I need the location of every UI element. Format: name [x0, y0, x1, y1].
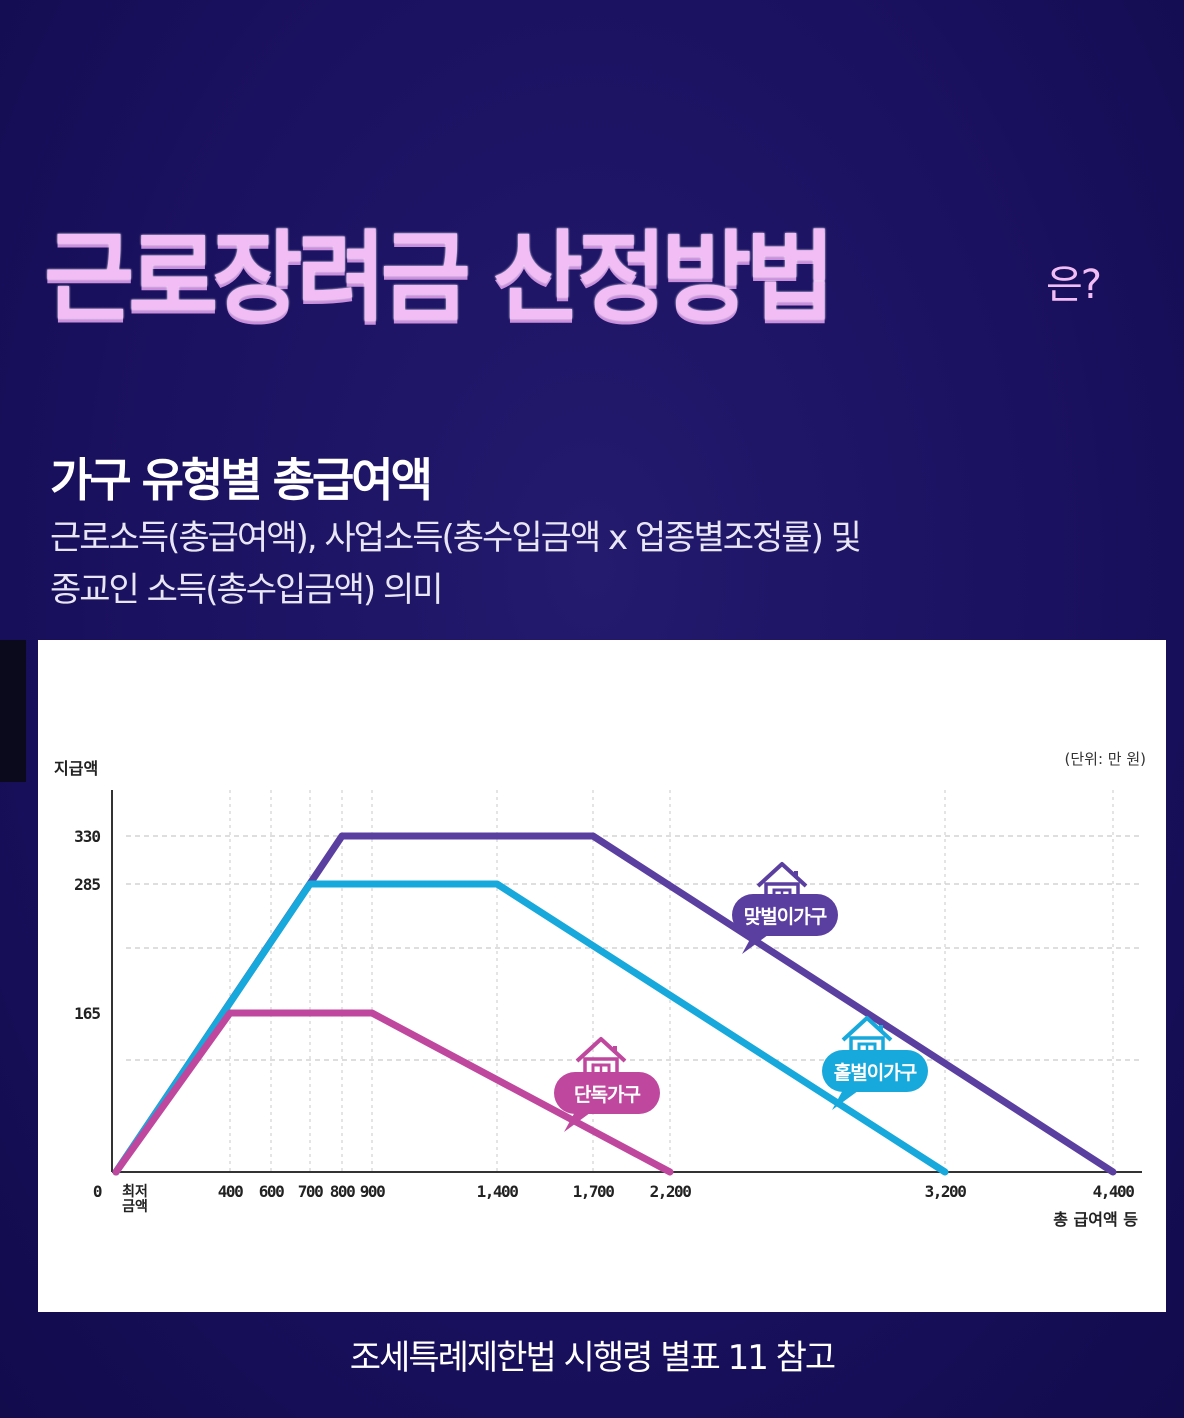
y-tick-label: 285: [74, 875, 100, 894]
page-title: 근로장려금 산정방법: [44, 221, 836, 335]
x-tick-label: 1,400: [477, 1182, 519, 1201]
y-tick-label: 165: [74, 1004, 100, 1023]
x-axis-title: 총 급여액 등: [1053, 1210, 1138, 1229]
callout-single-person: 단독가구: [554, 1037, 660, 1132]
x-tick-label: 600: [259, 1182, 284, 1201]
callout-dual-income: 맞벌이가구: [732, 862, 838, 954]
footer-note: 조세특례제한법 시행령 별표 11 참고: [349, 1338, 836, 1378]
x-tick-label: 700: [298, 1182, 323, 1201]
callout-tail: [832, 1088, 862, 1110]
series-label: 단독가구: [574, 1084, 640, 1106]
series-lines: [112, 832, 1117, 1176]
x-tick-label: 900: [360, 1182, 385, 1201]
series-line-single-earner: [112, 880, 949, 1176]
x-tick-label: 4,400: [1093, 1182, 1135, 1201]
x-tick-label: 최저: [122, 1184, 148, 1200]
unit-label: (단위: 만 원): [1065, 750, 1147, 768]
callout-single-earner: 홑벌이가구: [822, 1016, 928, 1110]
x-tick-label: 1,700: [573, 1182, 615, 1201]
x-tick-label: 2,200: [650, 1182, 692, 1201]
series-line-single-person: [112, 1009, 674, 1176]
x-tick-label: 400: [218, 1182, 243, 1201]
x-tick-label: 3,200: [925, 1182, 967, 1201]
page-title-suffix: 은?: [1046, 262, 1102, 308]
callout-bubble: [732, 894, 838, 936]
y-tick-label: 330: [74, 827, 100, 846]
x-tick-label: 0: [93, 1182, 102, 1201]
axes: [111, 790, 1142, 1173]
description-line-2: 종교인 소득(총수입금액) 의미: [50, 570, 444, 610]
callout-bubble: [554, 1072, 660, 1114]
y-axis-title: 지급액: [54, 759, 98, 778]
series-label: 맞벌이가구: [744, 906, 827, 928]
grid: [126, 790, 1142, 1172]
section-heading: 가구 유형별 총급여액: [50, 453, 433, 507]
callout-tail: [564, 1110, 594, 1132]
series-line-dual-income: [112, 832, 1117, 1176]
series-label: 홑벌이가구: [834, 1061, 917, 1084]
description-line-1: 근로소득(총급여액), 사업소득(총수입금액 x 업종별조정률) 및: [50, 518, 862, 558]
x-tick-label: 금액: [122, 1198, 148, 1215]
left-edge-bar: [0, 640, 26, 782]
x-tick-label: 800: [330, 1182, 355, 1201]
callout-tail: [742, 932, 772, 954]
callout-bubble: [822, 1050, 928, 1092]
